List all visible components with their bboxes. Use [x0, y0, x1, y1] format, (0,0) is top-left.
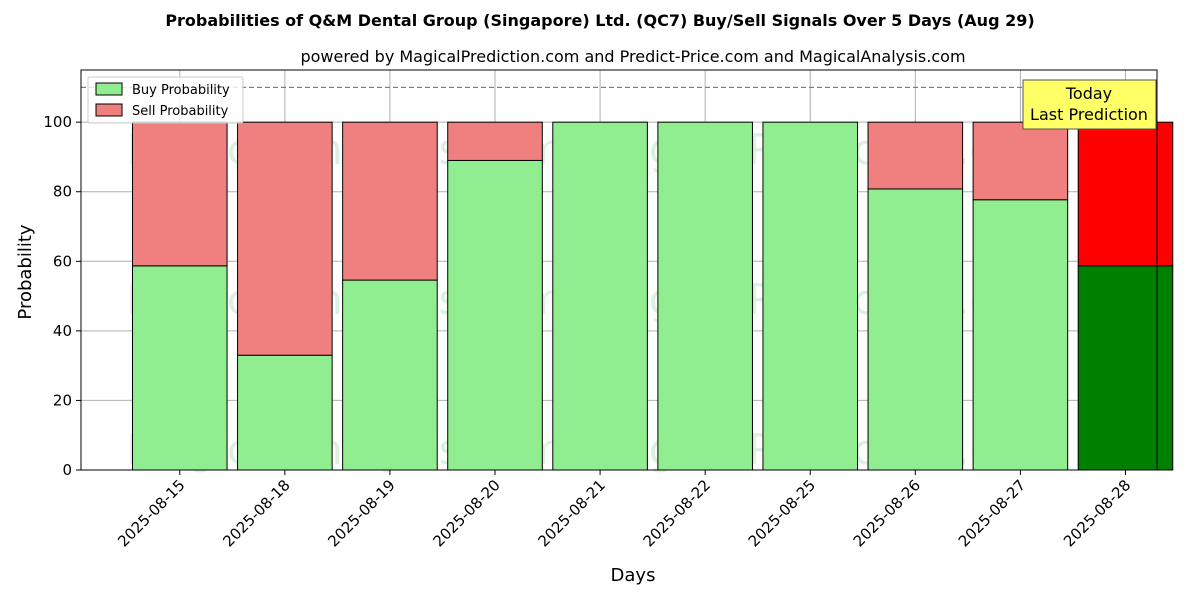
- legend-swatch-buy: [95, 82, 123, 96]
- legend-label-sell: Sell Probability: [132, 104, 229, 119]
- x-axis-label: Days: [611, 565, 656, 586]
- buy-bar-2025-08-27: [972, 199, 1069, 471]
- buy-bar-2025-08-22: [657, 121, 753, 471]
- sell-bar-2025-08-27: [972, 121, 1069, 201]
- sell-bar-2025-08-28: [1077, 121, 1174, 267]
- buy-bar-2025-08-26: [867, 188, 964, 471]
- chart-title: Probabilities of Q&M Dental Group (Singa…: [165, 11, 1034, 30]
- x-tick-label: 2025-08-22: [640, 476, 714, 550]
- sell-bar-2025-08-15: [131, 121, 228, 267]
- buy-bar-2025-08-19: [342, 279, 438, 471]
- annotation-line-2: Last Prediction: [1030, 105, 1148, 124]
- x-tick-label: 2025-08-21: [535, 476, 609, 550]
- y-tick-label: 80: [53, 183, 72, 201]
- x-tick-label: 2025-08-19: [324, 476, 398, 550]
- y-axis-label: Probability: [15, 224, 36, 319]
- buy-bar-2025-08-20: [447, 159, 543, 471]
- today-annotation: Today Last Prediction: [1022, 79, 1157, 130]
- y-tick-label: 60: [53, 252, 72, 270]
- buy-bar-2025-08-28: [1077, 265, 1174, 471]
- x-tick-label: 2025-08-15: [114, 476, 188, 550]
- y-tick-label: 100: [43, 113, 72, 131]
- sell-bar-2025-08-26: [867, 121, 964, 190]
- buy-bar-2025-08-21: [552, 121, 648, 471]
- legend-swatch-sell: [95, 103, 123, 117]
- legend: Buy Probability Sell Probability: [87, 76, 244, 124]
- x-tick-label: 2025-08-28: [1060, 476, 1134, 550]
- x-ticks: 2025-08-15 2025-08-18 2025-08-19 2025-08-20…: [114, 470, 1134, 550]
- sell-bar-2025-08-19: [342, 121, 438, 281]
- annotation-line-1: Today: [1065, 84, 1112, 103]
- x-tick-label: 2025-08-25: [745, 476, 819, 550]
- y-tick-label: 20: [53, 391, 72, 409]
- y-tick-label: 40: [53, 322, 72, 340]
- sell-bar-2025-08-18: [237, 121, 333, 356]
- plot-frame: [80, 69, 1158, 471]
- buy-bar-2025-08-18: [237, 354, 333, 471]
- chart-subtitle: powered by MagicalPrediction.com and Pre…: [300, 47, 965, 66]
- x-tick-label: 2025-08-26: [850, 476, 924, 550]
- legend-frame: [87, 76, 244, 124]
- buy-bar-2025-08-25: [762, 121, 859, 471]
- x-tick-label: 2025-08-20: [429, 476, 503, 550]
- y-ticks: 0 20 40 60 80 100: [43, 113, 81, 479]
- buy-bar-2025-08-15: [131, 265, 228, 471]
- legend-label-buy: Buy Probability: [132, 83, 230, 98]
- y-tick-label: 0: [62, 461, 72, 479]
- sell-bar-2025-08-20: [447, 121, 543, 161]
- x-tick-label: 2025-08-18: [219, 476, 293, 550]
- annotation-box: [1022, 79, 1157, 130]
- bars-layer: [131, 121, 1174, 471]
- x-tick-label: 2025-08-27: [955, 476, 1029, 550]
